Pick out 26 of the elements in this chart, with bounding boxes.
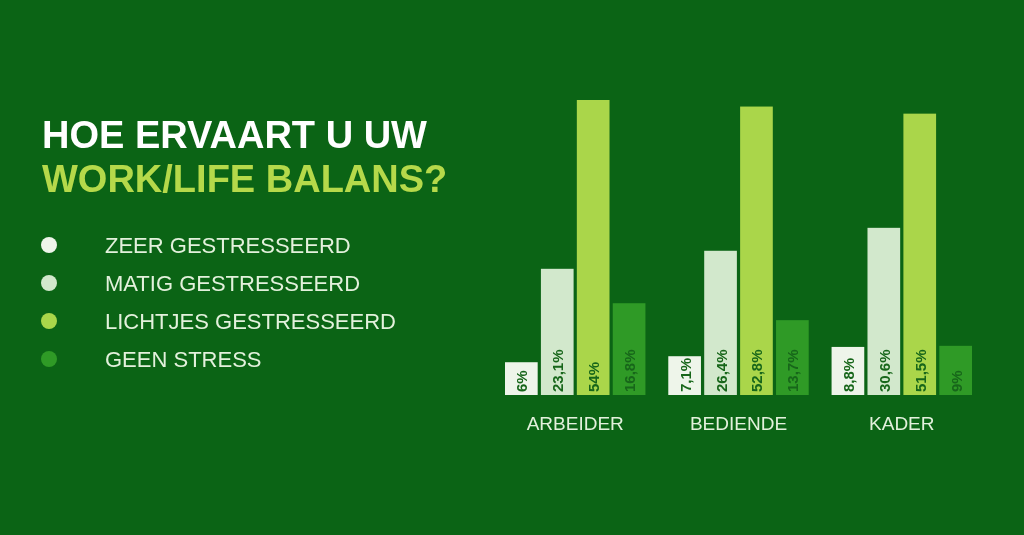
data-label: 52,8% [748,349,766,392]
data-label: 8,8% [839,357,857,392]
data-label: 26,4% [712,349,730,392]
bar [776,320,809,395]
x-tick-label: ARBEIDER [526,413,624,434]
bar [704,250,737,395]
bar [740,106,773,395]
x-tick-label: KADER [869,413,935,434]
legend-label: GEEN STRESS [105,347,262,372]
data-label: 7,1% [676,357,694,392]
text: WORK/LIFE BALANS? [42,158,448,200]
data-label: 30,6% [875,349,893,392]
data-label: 6% [513,370,531,392]
data-label: 54% [585,361,603,392]
legend-label: ZEER GESTRESSEERD [105,233,351,258]
bar [576,100,610,395]
bar [540,268,574,395]
bar [939,345,972,395]
x-tick-label: BEDIENDE [689,413,788,434]
legend-label: LICHTJES GESTRESSEERD [105,309,396,334]
data-label: 23,1% [549,349,567,392]
chart-title: HOE ERVAART U UW [42,114,428,156]
bar [867,227,901,395]
bar [903,113,937,395]
data-label: 51,5% [911,349,929,392]
legend-label: MATIG GESTRESSEERD [105,271,361,296]
